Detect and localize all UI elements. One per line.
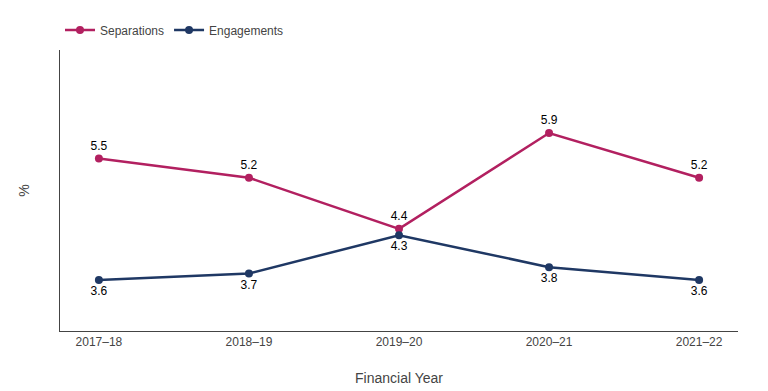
svg-text:5.5: 5.5 xyxy=(91,139,108,153)
svg-text:Engagements: Engagements xyxy=(209,24,283,38)
svg-text:3.6: 3.6 xyxy=(691,284,708,298)
svg-text:3.8: 3.8 xyxy=(541,271,558,285)
svg-text:2018–19: 2018–19 xyxy=(226,335,273,349)
svg-text:5.2: 5.2 xyxy=(691,158,708,172)
svg-text:2021–22: 2021–22 xyxy=(676,335,723,349)
svg-text:3.6: 3.6 xyxy=(91,284,108,298)
svg-text:2020–21: 2020–21 xyxy=(526,335,573,349)
svg-text:5.9: 5.9 xyxy=(541,113,558,127)
svg-text:2019–20: 2019–20 xyxy=(376,335,423,349)
svg-text:%: % xyxy=(16,184,32,196)
svg-text:Separations: Separations xyxy=(100,24,164,38)
svg-text:3.7: 3.7 xyxy=(241,278,258,292)
svg-text:4.4: 4.4 xyxy=(391,209,408,223)
svg-text:5.2: 5.2 xyxy=(241,158,258,172)
svg-text:4.3: 4.3 xyxy=(391,239,408,253)
svg-text:2017–18: 2017–18 xyxy=(76,335,123,349)
svg-text:Financial Year: Financial Year xyxy=(355,370,443,386)
